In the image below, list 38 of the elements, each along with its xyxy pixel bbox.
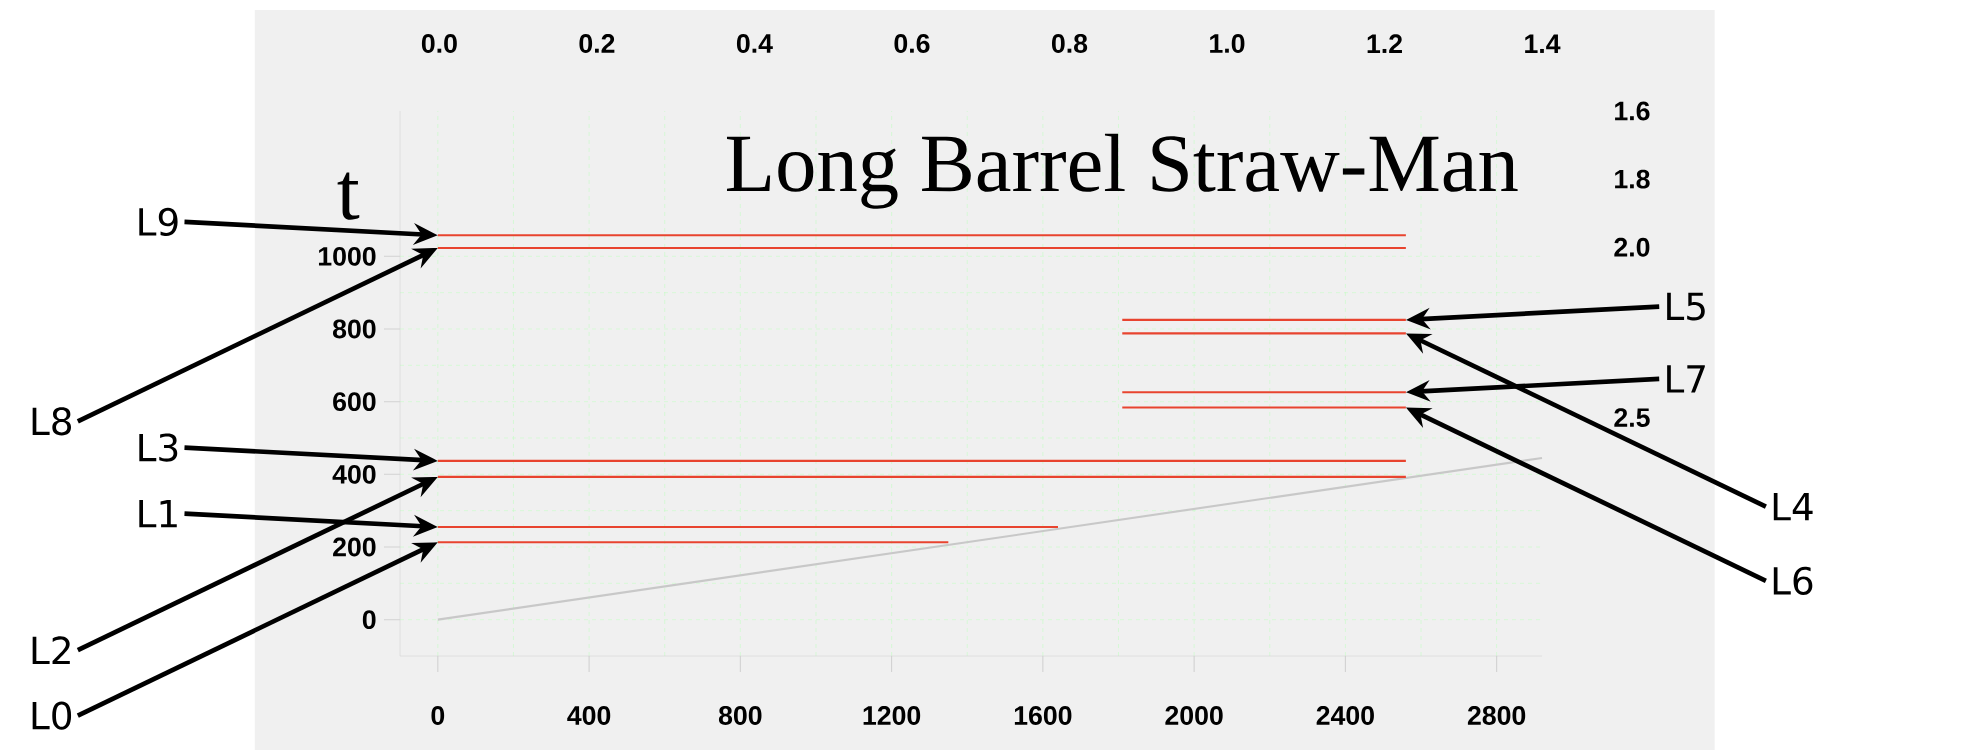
- text: L8: [32, 407, 71, 436]
- y2-tick-label: 1.8: [1615, 169, 1650, 189]
- y2-tick-label: 2.0: [1614, 237, 1650, 257]
- y-tick-label: 200: [333, 537, 376, 557]
- x2-tick-label: 1.2: [1367, 34, 1402, 53]
- y-tick-label: 600: [333, 392, 376, 412]
- x2-tick-label: 0.0: [421, 34, 457, 53]
- text: L9: [139, 207, 178, 237]
- text: L7: [1667, 365, 1705, 393]
- x-tick-label: 1600: [1014, 706, 1072, 725]
- x-tick-label: 2400: [1316, 706, 1374, 725]
- text: L0: [32, 701, 72, 730]
- y-tick-label: 1000: [318, 246, 376, 266]
- x2-tick-label: 0.4: [736, 34, 773, 53]
- text: L2: [32, 636, 70, 665]
- y-axis-title: t: [337, 172, 360, 220]
- x-tick-label: 400: [567, 706, 611, 725]
- chart-title: Long Barrel Straw-Man: [726, 133, 1518, 209]
- y-tick-label: 400: [332, 464, 376, 484]
- x2-tick-label: 0.6: [894, 34, 930, 53]
- y-tick-label: 800: [332, 319, 376, 339]
- x2-tick-label: 1.0: [1210, 34, 1245, 53]
- text: L5: [1667, 292, 1705, 321]
- text: L6: [1773, 566, 1813, 595]
- x-tick-label: 800: [718, 706, 762, 725]
- x-tick-label: 0: [431, 706, 445, 725]
- text: L4: [1773, 493, 1813, 521]
- text: L1: [139, 500, 177, 528]
- x-tick-label: 2000: [1165, 706, 1223, 725]
- y-tick-label: 0: [362, 610, 376, 630]
- x2-tick-label: 0.8: [1051, 34, 1088, 53]
- x-tick-label: 2800: [1467, 706, 1526, 725]
- text: L3: [139, 433, 178, 462]
- x2-tick-label: 0.2: [579, 34, 615, 53]
- y2-tick-label: 2.5: [1614, 408, 1650, 427]
- x2-tick-label: 1.4: [1525, 34, 1561, 53]
- x-tick-label: 1200: [863, 706, 921, 725]
- y2-tick-label: 1.6: [1615, 101, 1650, 121]
